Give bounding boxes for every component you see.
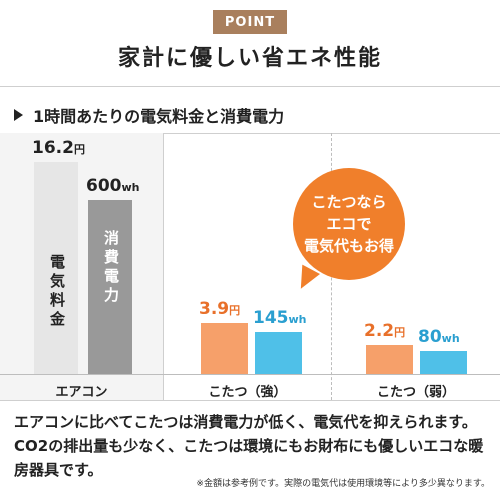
category-label: エアコン bbox=[55, 385, 108, 400]
category-label: こたつ（強） bbox=[208, 385, 287, 400]
cost-unit: 円 bbox=[394, 326, 406, 340]
divider-chart-bottom bbox=[0, 400, 500, 401]
power-value: 600 bbox=[86, 176, 122, 196]
power-bar-inner-label: 消費電力 bbox=[102, 230, 120, 306]
panel-divider bbox=[163, 133, 164, 400]
power-value-label: 80wh bbox=[418, 327, 460, 347]
category-label: こたつ（弱） bbox=[376, 385, 455, 400]
cost-bar bbox=[34, 162, 78, 374]
power-value: 80 bbox=[418, 326, 442, 347]
bubble-line: 電気代もお得 bbox=[303, 237, 394, 255]
power-value-label: 600wh bbox=[86, 176, 140, 196]
bubble-line: こたつなら bbox=[311, 193, 387, 211]
description: エアコンに比べてこたつは消費電力が低く、電気代を抑えられます。CO2の排出量も少… bbox=[14, 413, 484, 479]
power-unit: wh bbox=[121, 181, 140, 194]
divider-chart-top bbox=[0, 133, 500, 134]
cost-unit: 円 bbox=[229, 303, 241, 317]
power-unit: wh bbox=[288, 312, 307, 326]
cost-value: 16.2 bbox=[32, 138, 74, 158]
footnote: ※金額は参考例です。実際の電気代は使用環境等により多少異なります。 bbox=[196, 479, 490, 489]
point-badge: POINT bbox=[213, 10, 287, 34]
divider-top bbox=[0, 86, 500, 87]
cost-value-label: 2.2円 bbox=[364, 321, 405, 341]
power-value-label: 145wh bbox=[253, 308, 307, 328]
chart-baseline bbox=[0, 374, 500, 375]
cost-unit: 円 bbox=[73, 143, 85, 156]
power-bar bbox=[255, 331, 302, 374]
cost-bar bbox=[201, 322, 248, 374]
headline: 家計に優しい省エネ性能 bbox=[117, 46, 382, 71]
power-unit: wh bbox=[441, 331, 460, 345]
power-bar bbox=[420, 350, 467, 374]
speech-bubble: こたつなら エコで 電気代もお得 bbox=[293, 168, 405, 280]
cost-bar bbox=[366, 345, 413, 374]
power-value: 145 bbox=[253, 307, 289, 328]
cost-value: 3.9 bbox=[199, 298, 230, 319]
section-title: 1時間あたりの電気料金と消費電力 bbox=[14, 103, 284, 127]
power-bar bbox=[88, 200, 132, 374]
section-title-text: 1時間あたりの電気料金と消費電力 bbox=[33, 107, 285, 126]
cost-value: 2.2 bbox=[364, 321, 395, 342]
cost-bar-inner-label: 電気料金 bbox=[48, 254, 66, 330]
chart: 16.2円 600wh エアコン 電気料金 消費電力 3.9円 145wh こたつ（強） 2.2… bbox=[0, 133, 500, 400]
cost-value-label: 16.2円 bbox=[32, 138, 85, 158]
aircon-panel-bg bbox=[0, 133, 163, 400]
cost-value-label: 3.9円 bbox=[199, 299, 240, 319]
triangle-bullet-icon bbox=[14, 109, 23, 121]
bubble-line: エコで bbox=[326, 215, 372, 233]
